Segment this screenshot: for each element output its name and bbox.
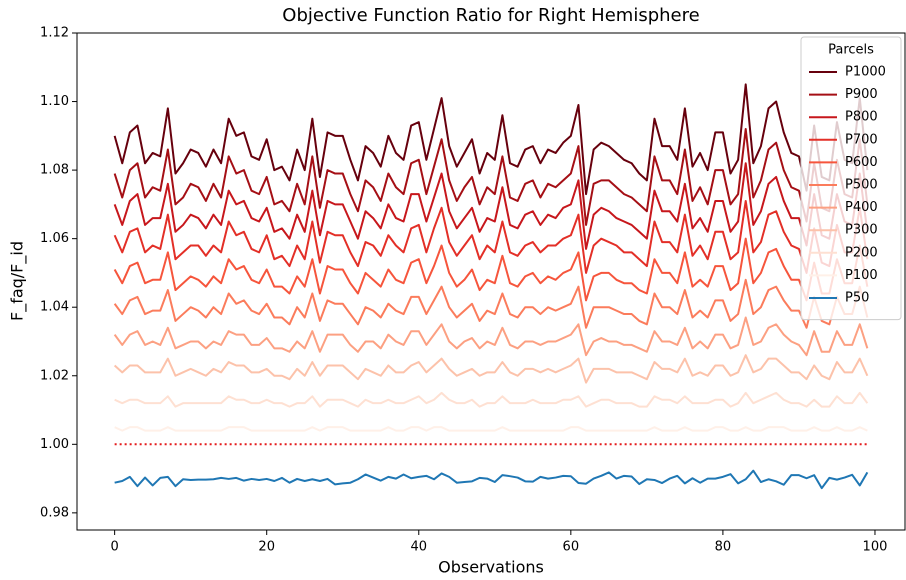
series-line bbox=[114, 469, 869, 490]
legend-title: Parcels bbox=[828, 43, 874, 58]
y-tick-label: 1.10 bbox=[40, 94, 69, 109]
series-line bbox=[114, 391, 869, 408]
series-line bbox=[113, 199, 869, 274]
legend-label: P1000 bbox=[845, 65, 886, 80]
series-line bbox=[113, 83, 869, 196]
plot-frame bbox=[76, 32, 906, 531]
x-tick-label: 0 bbox=[110, 540, 118, 555]
series-line bbox=[113, 162, 869, 250]
x-tick-label: 80 bbox=[715, 540, 732, 555]
y-tick-label: 1.12 bbox=[40, 26, 69, 41]
legend-label: P50 bbox=[845, 291, 869, 306]
series-line bbox=[113, 354, 869, 384]
legend-box bbox=[800, 36, 902, 321]
x-tick-label: 40 bbox=[410, 540, 427, 555]
series-line bbox=[113, 278, 869, 329]
legend-label: P900 bbox=[845, 87, 878, 102]
legend-label: P400 bbox=[845, 200, 878, 215]
y-tick-label: 1.08 bbox=[40, 163, 69, 178]
x-tick-label: 20 bbox=[258, 540, 275, 555]
legend-label: P600 bbox=[845, 155, 878, 170]
y-tick-label: 1.00 bbox=[40, 437, 69, 452]
series-line bbox=[113, 237, 869, 302]
y-tick-label: 1.02 bbox=[40, 368, 69, 383]
x-tick-label: 60 bbox=[563, 540, 580, 555]
series-line bbox=[113, 127, 869, 226]
legend-label: P100 bbox=[845, 268, 878, 283]
legend-label: P200 bbox=[845, 245, 878, 260]
x-tick-label: 100 bbox=[863, 540, 888, 555]
chart-title: Objective Function Ratio for Right Hemis… bbox=[282, 5, 699, 26]
legend-label: P500 bbox=[845, 178, 878, 193]
series-line bbox=[113, 316, 869, 357]
y-tick-label: 1.04 bbox=[40, 300, 69, 315]
legend-label: P300 bbox=[845, 223, 878, 238]
legend-label: P700 bbox=[845, 132, 878, 147]
y-axis-label: F_faq/F_id bbox=[8, 241, 28, 321]
y-tick-label: 0.98 bbox=[40, 505, 69, 520]
y-tick-label: 1.06 bbox=[40, 231, 69, 246]
legend-label: P800 bbox=[845, 110, 878, 125]
x-axis-label: Observations bbox=[438, 558, 544, 577]
series-line bbox=[114, 426, 868, 432]
